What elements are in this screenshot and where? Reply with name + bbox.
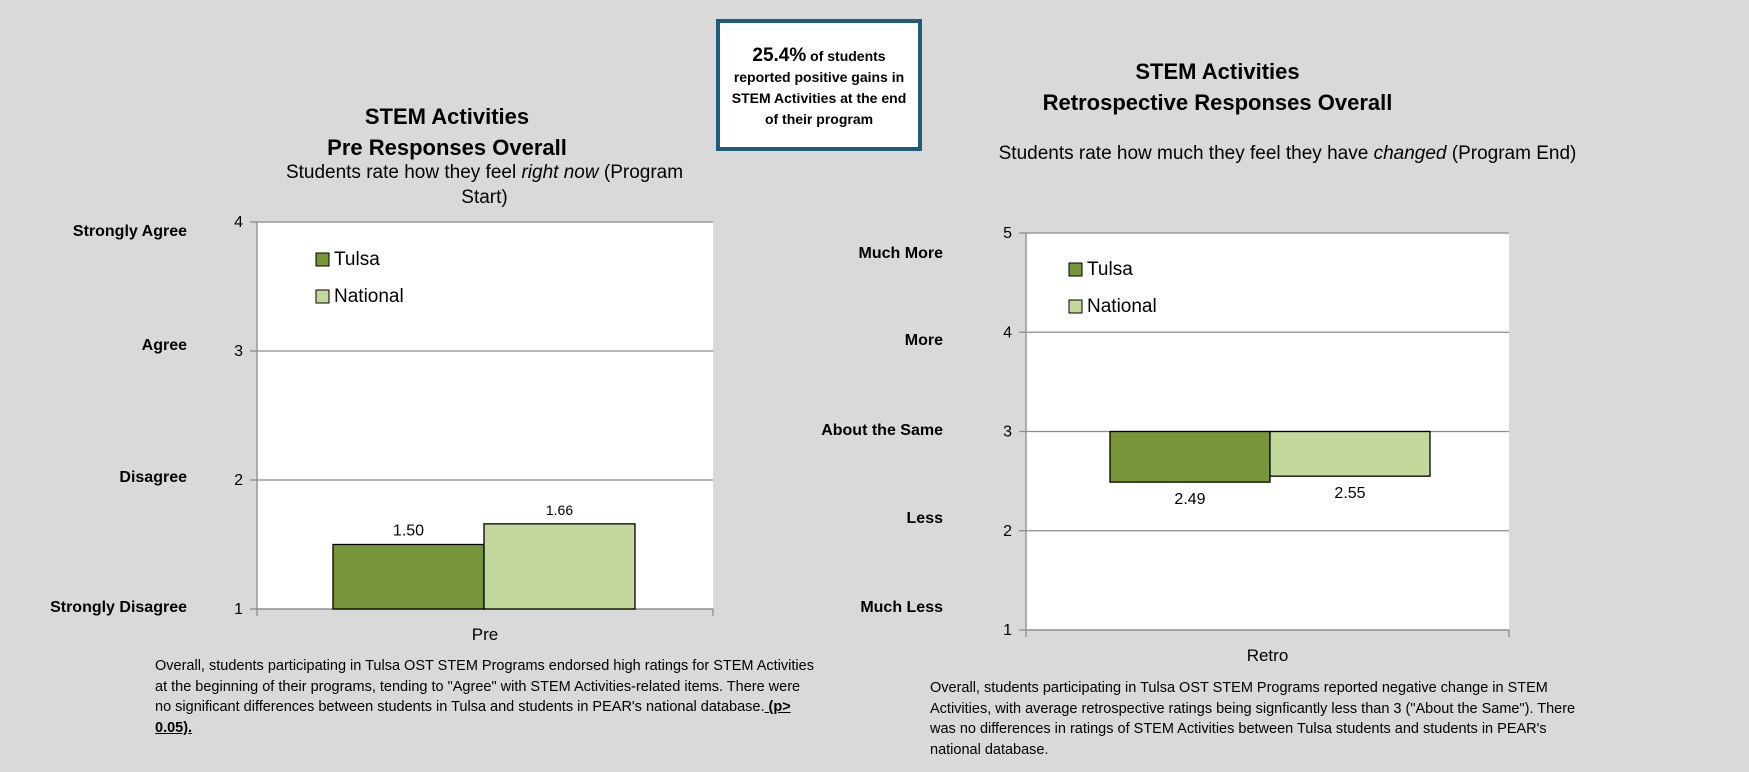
x-category-label: Pre	[472, 625, 498, 640]
legend-label-tulsa: Tulsa	[1087, 259, 1133, 280]
left-side-label-agree: Agree	[141, 337, 187, 354]
y-tick-label: 4	[1003, 324, 1012, 341]
right-side-label-about-the-same: About the Same	[821, 422, 943, 439]
left-side-label-strongly-disagree: Strongly Disagree	[50, 599, 187, 616]
right-summary-note: Overall, students participating in Tulsa…	[930, 680, 1576, 758]
y-tick-label: 2	[234, 472, 243, 489]
left-side-label-strongly-agree: Strongly Agree	[72, 223, 187, 240]
data-label-national: 2.55	[1334, 485, 1365, 502]
x-category-label: Retro	[1247, 646, 1289, 665]
y-tick-label: 4	[234, 214, 243, 231]
right-title-line2: Retrospective Responses Overall	[1042, 90, 1393, 115]
y-tick-label: 5	[1003, 225, 1012, 242]
legend-label-tulsa: Tulsa	[334, 249, 380, 270]
left-side-label-disagree: Disagree	[119, 469, 187, 486]
right-side-label-more: More	[904, 332, 943, 349]
legend-swatch-national	[315, 289, 330, 304]
right-side-label-less: Less	[906, 510, 943, 527]
y-tick-label: 1	[1003, 622, 1012, 639]
left-note-p-value: (p> 0.05).	[155, 699, 791, 736]
right-side-label-much-more: Much More	[858, 245, 943, 262]
data-label-national: 1.66	[546, 502, 573, 518]
left-title-line1: STEM Activities	[364, 104, 530, 129]
callout-text: of students reported positive gains in S…	[731, 48, 907, 127]
retro-bar-chart: 1 2 3 4 5 2.49 2.55 Retro Tulsa National	[1003, 225, 1510, 665]
callout-percent: 25.4%	[752, 45, 807, 66]
y-tick-label: 3	[234, 343, 243, 360]
left-summary-note: Overall, students participating in Tulsa…	[155, 658, 814, 736]
y-tick-label: 1	[234, 601, 243, 618]
data-label-tulsa: 1.50	[393, 523, 424, 540]
gains-callout: 25.4% of students reported positive gain…	[716, 19, 922, 151]
left-chart-subtitle: Students rate how they feel right now (P…	[285, 162, 684, 208]
right-chart-title: STEM Activities Retrospective Responses …	[1000, 56, 1435, 118]
legend-swatch-tulsa	[1068, 262, 1083, 277]
data-label-tulsa: 2.49	[1174, 491, 1205, 508]
y-tick-label: 3	[1003, 424, 1012, 441]
left-title-line2: Pre Responses Overall	[327, 135, 567, 160]
y-tick-label: 2	[1003, 523, 1012, 540]
legend-swatch-tulsa	[315, 252, 330, 267]
bar-national	[483, 523, 636, 610]
left-chart-title: STEM Activities Pre Responses Overall	[247, 101, 647, 163]
right-title-line1: STEM Activities	[1135, 59, 1300, 84]
legend-label-national: National	[1087, 296, 1157, 317]
right-chart-subtitle: Students rate how much they feel they ha…	[998, 143, 1577, 164]
right-side-label-much-less: Much Less	[860, 599, 943, 616]
pre-bar-chart: 1 2 3 4 1.50 1.66 Pre Tulsa National	[234, 214, 714, 640]
bar-tulsa	[1109, 430, 1271, 483]
bar-national	[1269, 430, 1431, 477]
legend-swatch-national	[1068, 299, 1083, 314]
legend-label-national: National	[334, 286, 404, 307]
bar-tulsa	[332, 543, 485, 610]
